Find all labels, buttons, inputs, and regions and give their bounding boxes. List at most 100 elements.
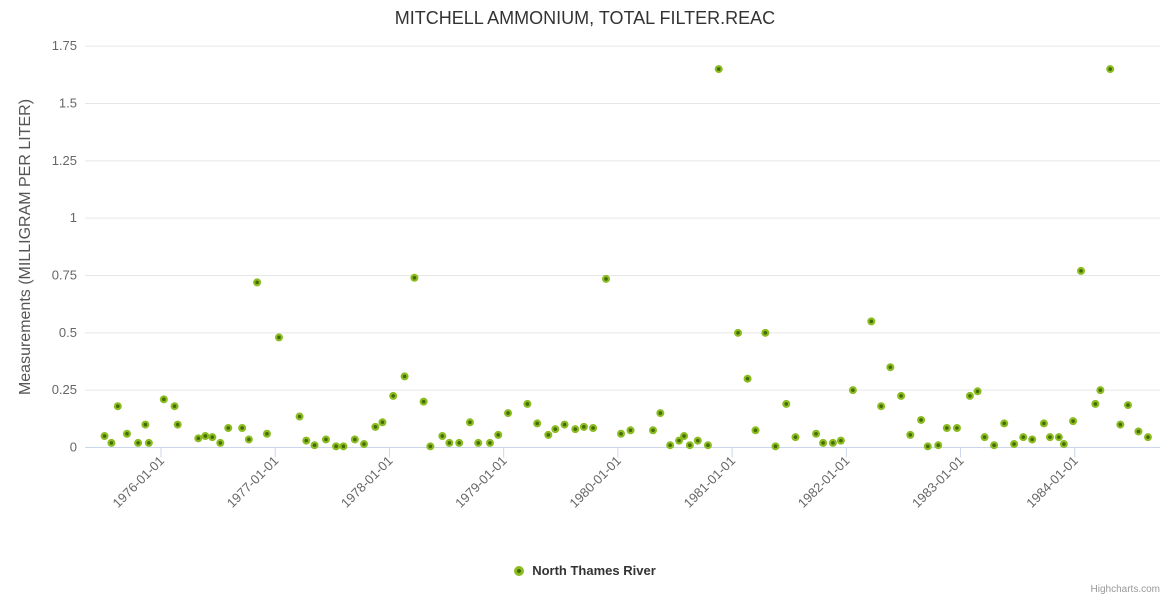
data-point[interactable] xyxy=(302,436,311,445)
data-point[interactable] xyxy=(1077,266,1086,275)
data-point[interactable] xyxy=(134,438,143,447)
data-point[interactable] xyxy=(141,420,150,429)
data-point[interactable] xyxy=(714,65,723,74)
data-point[interactable] xyxy=(170,402,179,411)
data-point[interactable] xyxy=(782,399,791,408)
data-point[interactable] xyxy=(1096,386,1105,395)
data-point[interactable] xyxy=(1010,440,1019,449)
data-point[interactable] xyxy=(560,420,569,429)
data-point[interactable] xyxy=(1059,440,1068,449)
data-point[interactable] xyxy=(238,424,247,433)
data-point[interactable] xyxy=(262,429,271,438)
data-point[interactable] xyxy=(474,438,483,447)
data-point[interactable] xyxy=(551,425,560,434)
data-point[interactable] xyxy=(965,391,974,400)
data-point[interactable] xyxy=(877,402,886,411)
data-point[interactable] xyxy=(703,441,712,450)
data-point[interactable] xyxy=(952,424,961,433)
data-point[interactable] xyxy=(1054,433,1063,442)
data-point[interactable] xyxy=(274,333,283,342)
data-point[interactable] xyxy=(1069,417,1078,426)
data-point[interactable] xyxy=(942,424,951,433)
data-point[interactable] xyxy=(1123,401,1132,410)
data-point[interactable] xyxy=(649,426,658,435)
highcharts-credit[interactable]: Highcharts.com xyxy=(1090,584,1160,595)
data-point[interactable] xyxy=(734,328,743,337)
data-point[interactable] xyxy=(1000,419,1009,428)
data-point[interactable] xyxy=(533,419,542,428)
data-point[interactable] xyxy=(159,395,168,404)
data-point[interactable] xyxy=(485,438,494,447)
data-point[interactable] xyxy=(617,429,626,438)
data-point[interactable] xyxy=(693,436,702,445)
data-point[interactable] xyxy=(144,438,153,447)
data-point[interactable] xyxy=(310,441,319,450)
data-point[interactable] xyxy=(332,442,341,451)
data-point[interactable] xyxy=(224,424,233,433)
data-point[interactable] xyxy=(1143,433,1152,442)
data-point[interactable] xyxy=(761,328,770,337)
data-point[interactable] xyxy=(1091,399,1100,408)
data-point[interactable] xyxy=(523,399,532,408)
data-point[interactable] xyxy=(917,415,926,424)
data-point[interactable] xyxy=(455,438,464,447)
data-point[interactable] xyxy=(751,426,760,435)
data-point[interactable] xyxy=(410,273,419,282)
data-point[interactable] xyxy=(743,374,752,383)
data-point[interactable] xyxy=(626,426,635,435)
data-point[interactable] xyxy=(579,422,588,431)
data-point[interactable] xyxy=(1106,65,1115,74)
data-point[interactable] xyxy=(194,434,203,443)
data-point[interactable] xyxy=(934,441,943,450)
data-point[interactable] xyxy=(656,409,665,418)
data-point[interactable] xyxy=(812,429,821,438)
data-point[interactable] xyxy=(1039,419,1048,428)
data-point[interactable] xyxy=(990,441,999,450)
data-point[interactable] xyxy=(378,418,387,427)
data-point[interactable] xyxy=(107,438,116,447)
data-point[interactable] xyxy=(666,441,675,450)
data-point[interactable] xyxy=(244,435,253,444)
data-point[interactable] xyxy=(836,436,845,445)
legend-item[interactable]: North Thames River xyxy=(0,563,1170,578)
data-point[interactable] xyxy=(1045,433,1054,442)
data-point[interactable] xyxy=(504,409,513,418)
data-point[interactable] xyxy=(339,442,348,451)
data-point[interactable] xyxy=(445,438,454,447)
data-point[interactable] xyxy=(426,442,435,451)
data-point[interactable] xyxy=(122,429,131,438)
data-point[interactable] xyxy=(350,435,359,444)
data-point[interactable] xyxy=(389,391,398,400)
data-point[interactable] xyxy=(685,441,694,450)
data-point[interactable] xyxy=(201,432,210,441)
data-point[interactable] xyxy=(1019,433,1028,442)
data-point[interactable] xyxy=(828,438,837,447)
data-point[interactable] xyxy=(571,425,580,434)
data-point[interactable] xyxy=(465,418,474,427)
data-point[interactable] xyxy=(1116,420,1125,429)
data-point[interactable] xyxy=(791,433,800,442)
data-point[interactable] xyxy=(173,420,182,429)
data-point[interactable] xyxy=(589,424,598,433)
data-point[interactable] xyxy=(886,363,895,372)
data-point[interactable] xyxy=(419,397,428,406)
data-point[interactable] xyxy=(906,430,915,439)
data-point[interactable] xyxy=(848,386,857,395)
data-point[interactable] xyxy=(602,274,611,283)
data-point[interactable] xyxy=(1134,427,1143,436)
data-point[interactable] xyxy=(360,440,369,449)
data-point[interactable] xyxy=(113,402,122,411)
data-point[interactable] xyxy=(980,433,989,442)
data-point[interactable] xyxy=(1028,435,1037,444)
data-point[interactable] xyxy=(253,278,262,287)
data-point[interactable] xyxy=(100,432,109,441)
data-point[interactable] xyxy=(295,412,304,421)
data-point[interactable] xyxy=(973,387,982,396)
data-point[interactable] xyxy=(680,432,689,441)
data-point[interactable] xyxy=(544,430,553,439)
data-point[interactable] xyxy=(371,422,380,431)
data-point[interactable] xyxy=(494,430,503,439)
data-point[interactable] xyxy=(867,317,876,326)
data-point[interactable] xyxy=(819,438,828,447)
data-point[interactable] xyxy=(400,372,409,381)
